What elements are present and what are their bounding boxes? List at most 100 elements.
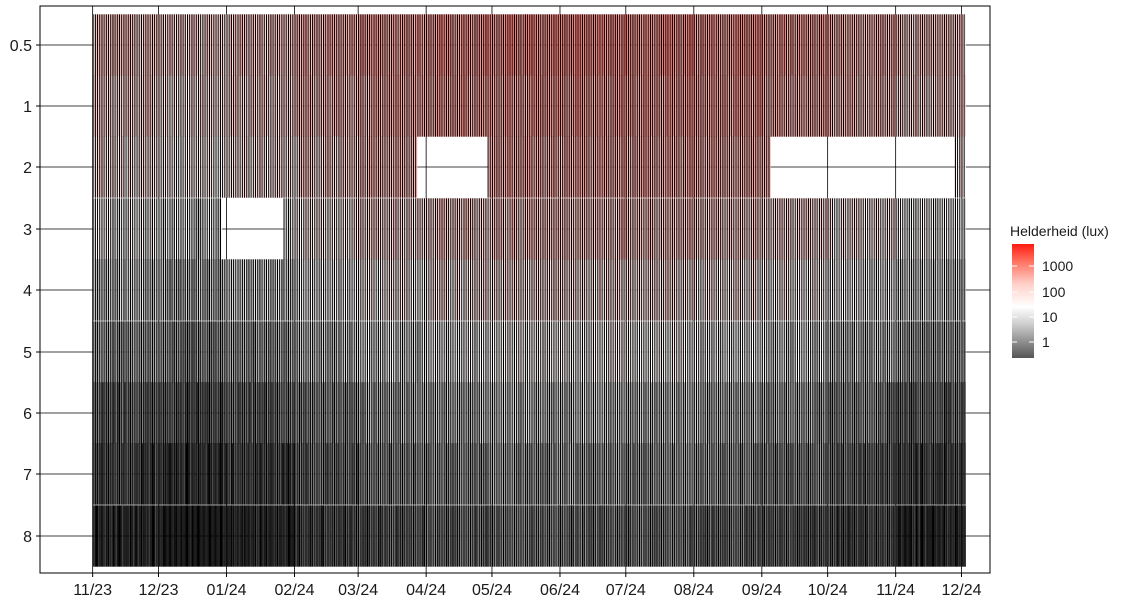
heatmap-cell-night bbox=[513, 136, 515, 198]
heatmap-cell-night bbox=[265, 382, 268, 444]
heatmap-cell-day bbox=[131, 505, 133, 567]
heatmap-cell-day bbox=[354, 136, 356, 198]
heatmap-cell-night bbox=[682, 505, 684, 567]
heatmap-cell-day bbox=[655, 505, 657, 567]
heatmap-cell-night bbox=[603, 259, 605, 321]
heatmap-cell-night bbox=[698, 505, 700, 567]
heatmap-cell-day bbox=[596, 14, 598, 76]
heatmap-cell-night bbox=[513, 382, 515, 444]
heatmap-cell-night bbox=[239, 14, 241, 76]
heatmap-cell-day bbox=[504, 198, 506, 260]
heatmap-cell-night bbox=[472, 14, 474, 76]
heatmap-cell-night bbox=[347, 75, 349, 137]
heatmap-cell-day bbox=[532, 259, 534, 321]
heatmap-cell-day bbox=[444, 14, 446, 76]
heatmap-cell-night bbox=[108, 443, 110, 505]
heatmap-cell-day bbox=[234, 14, 236, 76]
heatmap-cell-night bbox=[680, 443, 682, 505]
heatmap-cell-night bbox=[606, 14, 608, 76]
heatmap-cell-night bbox=[709, 14, 711, 76]
heatmap-cell-day bbox=[591, 75, 593, 137]
heatmap-cell-day bbox=[633, 136, 635, 198]
heatmap-cell-night bbox=[171, 382, 173, 444]
heatmap-cell-night bbox=[261, 382, 263, 444]
heatmap-cell-day bbox=[231, 14, 234, 76]
heatmap-cell-night bbox=[588, 443, 590, 505]
heatmap-cell-day bbox=[429, 443, 431, 505]
heatmap-cell-day bbox=[666, 259, 668, 321]
heatmap-cell-night bbox=[241, 14, 243, 76]
heatmap-cell-day bbox=[183, 443, 185, 505]
heatmap-cell-day bbox=[346, 321, 348, 383]
heatmap-cell-day bbox=[93, 382, 95, 444]
heatmap-cell-day bbox=[234, 321, 236, 383]
heatmap-cell-night bbox=[208, 136, 211, 198]
heatmap-cell-night bbox=[391, 136, 393, 198]
heatmap-cell-day bbox=[282, 382, 284, 444]
heatmap-cell-night bbox=[621, 14, 623, 76]
heatmap-cell-night bbox=[559, 198, 562, 260]
heatmap-cell-day bbox=[310, 259, 313, 321]
heatmap-cell-night bbox=[671, 505, 673, 567]
heatmap-cell-night bbox=[272, 505, 274, 567]
heatmap-cell-night bbox=[208, 14, 211, 76]
heatmap-cell-day bbox=[659, 321, 661, 383]
heatmap-cell-night bbox=[654, 259, 656, 321]
heatmap-cell-day bbox=[286, 75, 288, 137]
heatmap-cell-day bbox=[262, 443, 264, 505]
heatmap-cell-night bbox=[649, 75, 652, 137]
heatmap-cell-night bbox=[151, 136, 153, 198]
heatmap-cell-night bbox=[693, 198, 695, 260]
heatmap-cell-night bbox=[638, 198, 641, 260]
heatmap-cell-day bbox=[275, 505, 277, 567]
heatmap-cell-day bbox=[381, 443, 383, 505]
heatmap-cell-day bbox=[604, 505, 607, 567]
heatmap-cell-day bbox=[431, 321, 433, 383]
heatmap-cell-day bbox=[398, 259, 400, 321]
heatmap-cell-night bbox=[625, 136, 627, 198]
heatmap-cell-day bbox=[708, 443, 710, 505]
heatmap-cell-night bbox=[143, 14, 145, 76]
heatmap-cell-night bbox=[136, 505, 138, 567]
heatmap-cell-night bbox=[217, 75, 219, 137]
heatmap-cell-night bbox=[384, 136, 386, 198]
heatmap-cell-day bbox=[339, 136, 341, 198]
heatmap-cell-day bbox=[515, 259, 517, 321]
heatmap-cell-day bbox=[640, 321, 642, 383]
heatmap-cell-day bbox=[664, 259, 666, 321]
heatmap-cell-night bbox=[404, 75, 406, 137]
heatmap-cell-day bbox=[479, 505, 481, 567]
heatmap-cell-night bbox=[138, 505, 140, 567]
heatmap-cell-night bbox=[224, 443, 226, 505]
heatmap-cell-day bbox=[339, 443, 341, 505]
heatmap-cell-day bbox=[181, 505, 183, 567]
heatmap-cell-day bbox=[282, 75, 284, 137]
heatmap-cell-day bbox=[554, 14, 556, 76]
heatmap-cell-night bbox=[123, 505, 125, 567]
heatmap-cell-day bbox=[486, 505, 488, 567]
heatmap-cell-night bbox=[511, 443, 513, 505]
heatmap-cell-day bbox=[433, 505, 435, 567]
heatmap-cell-day bbox=[405, 75, 407, 137]
heatmap-cell-day bbox=[587, 75, 589, 137]
heatmap-cell-night bbox=[419, 259, 421, 321]
heatmap-cell-day bbox=[653, 75, 655, 137]
heatmap-cell-day bbox=[128, 198, 130, 260]
heatmap-cell-day bbox=[205, 505, 207, 567]
heatmap-cell-night bbox=[145, 382, 147, 444]
heatmap-cell-night bbox=[114, 136, 116, 198]
heatmap-cell-night bbox=[654, 443, 656, 505]
heatmap-cell-night bbox=[294, 443, 296, 505]
heatmap-cell-night bbox=[208, 75, 211, 137]
heatmap-cell-day bbox=[648, 136, 650, 198]
heatmap-cell-night bbox=[193, 14, 195, 76]
heatmap-cell-night bbox=[647, 14, 649, 76]
heatmap-cell-night bbox=[632, 259, 634, 321]
heatmap-cell-night bbox=[103, 14, 105, 76]
heatmap-cell-day bbox=[677, 14, 679, 76]
heatmap-cell-night bbox=[480, 75, 483, 137]
heatmap-cell-night bbox=[658, 136, 660, 198]
heatmap-cell-night bbox=[129, 259, 132, 321]
heatmap-cell-day bbox=[157, 75, 159, 137]
heatmap-cell-day bbox=[188, 443, 190, 505]
